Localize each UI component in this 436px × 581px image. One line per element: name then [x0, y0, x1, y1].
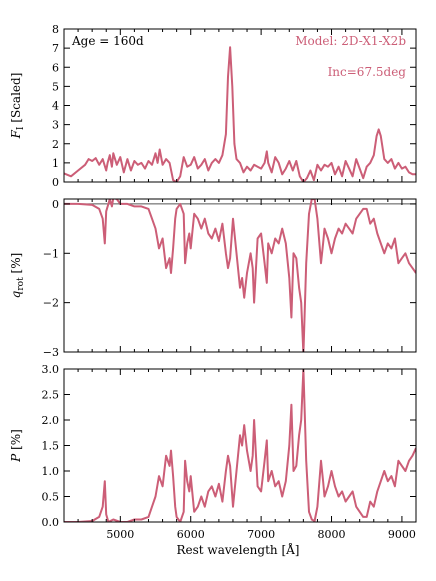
- y-tick-label-pol: 0.0: [42, 516, 60, 529]
- x-tick-label: 5000: [106, 528, 134, 541]
- y-tick-label-flux: 0: [52, 176, 59, 189]
- x-axis-label: Rest wavelength [Å]: [177, 542, 300, 557]
- data-line-pol: [64, 369, 416, 522]
- y-axis-label-flux: FI [Scaled]: [9, 73, 26, 140]
- y-tick-label-flux: 2: [52, 138, 59, 151]
- y-tick-label-flux: 3: [52, 119, 59, 132]
- y-tick-label-qrot: −2: [43, 297, 59, 310]
- y-tick-label-pol: 2.5: [42, 389, 60, 402]
- panel-frame-qrot: [63, 198, 417, 353]
- data-line-flux: [64, 46, 416, 182]
- y-tick-label-flux: 1: [52, 157, 59, 170]
- inclination-annotation: Inc=67.5deg: [328, 65, 407, 79]
- data-line-qrot: [64, 199, 416, 352]
- x-tick-label: 9000: [388, 528, 416, 541]
- y-tick-label-pol: 1.5: [42, 440, 60, 453]
- y-axis-label-pol: P [%]: [9, 429, 23, 463]
- panel-flux: 0 1 2 3 4 5 6 7 8 FI [Scaled]: [9, 23, 417, 189]
- y-axis-label-qrot: qrot [%]: [9, 253, 26, 299]
- y-tick-label-pol: 3.0: [42, 363, 60, 376]
- model-annotation: Model: 2D-X1-X2b: [295, 34, 406, 48]
- panel-pol: 0.0 0.5 1.0 1.5 2.0 2.5 3.0 5000 6000 7000 8000 900…: [9, 363, 417, 541]
- y-tick-label-flux: 8: [52, 23, 59, 36]
- age-annotation: Age = 160d: [71, 34, 144, 48]
- x-tick-label: 8000: [318, 528, 346, 541]
- y-tick-label-qrot: −3: [43, 346, 59, 359]
- y-tick-label-qrot: −1: [43, 247, 59, 260]
- y-tick-label-flux: 7: [52, 42, 59, 55]
- y-tick-label-flux: 5: [52, 80, 59, 93]
- x-tick-label: 6000: [177, 528, 205, 541]
- y-tick-label-flux: 6: [52, 61, 59, 74]
- y-tick-label-flux: 4: [52, 100, 59, 113]
- panel-qrot: −3 −2 −1 0 qrot [%]: [9, 198, 417, 359]
- y-tick-label-pol: 2.0: [42, 414, 60, 427]
- y-tick-label-pol: 0.5: [42, 491, 60, 504]
- y-tick-label-pol: 1.0: [42, 465, 60, 478]
- panel-frame-flux: [63, 28, 417, 183]
- y-tick-label-qrot: 0: [52, 198, 59, 211]
- x-tick-label: 7000: [247, 528, 275, 541]
